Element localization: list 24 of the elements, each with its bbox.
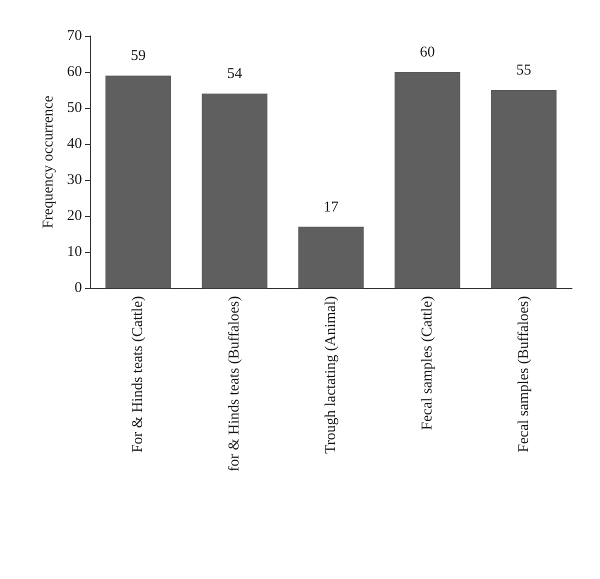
bar: [491, 90, 557, 288]
bar: [394, 72, 460, 288]
y-tick-label: 20: [67, 208, 82, 224]
bar: [202, 94, 268, 288]
y-tick-label: 0: [74, 280, 82, 296]
y-tick-label: 70: [67, 28, 82, 44]
bar: [298, 226, 364, 288]
x-tick-label: Trough lactating (Animal): [323, 296, 339, 454]
data-label: 59: [130, 48, 146, 64]
y-tick-label: 30: [67, 172, 82, 188]
bar: [105, 76, 171, 288]
y-axis-title: Frequency occurrence: [40, 95, 56, 228]
y-tick-label: 50: [67, 100, 82, 116]
data-label: 54: [227, 66, 243, 82]
data-label: 60: [420, 44, 435, 60]
x-tick-label: Fecal samples (Cattle): [419, 296, 436, 430]
data-label: 55: [516, 62, 532, 78]
x-tick-label: For & Hinds teats (Cattle): [130, 296, 146, 453]
y-tick-label: 10: [67, 244, 82, 260]
y-tick-label: 40: [67, 136, 82, 152]
x-tick-label: for & Hinds teats (Buffaloes): [226, 296, 243, 472]
data-label: 17: [324, 199, 339, 216]
x-tick-label: Fecal samples (Buffaloes): [516, 296, 532, 452]
y-tick-label: 60: [67, 64, 82, 80]
